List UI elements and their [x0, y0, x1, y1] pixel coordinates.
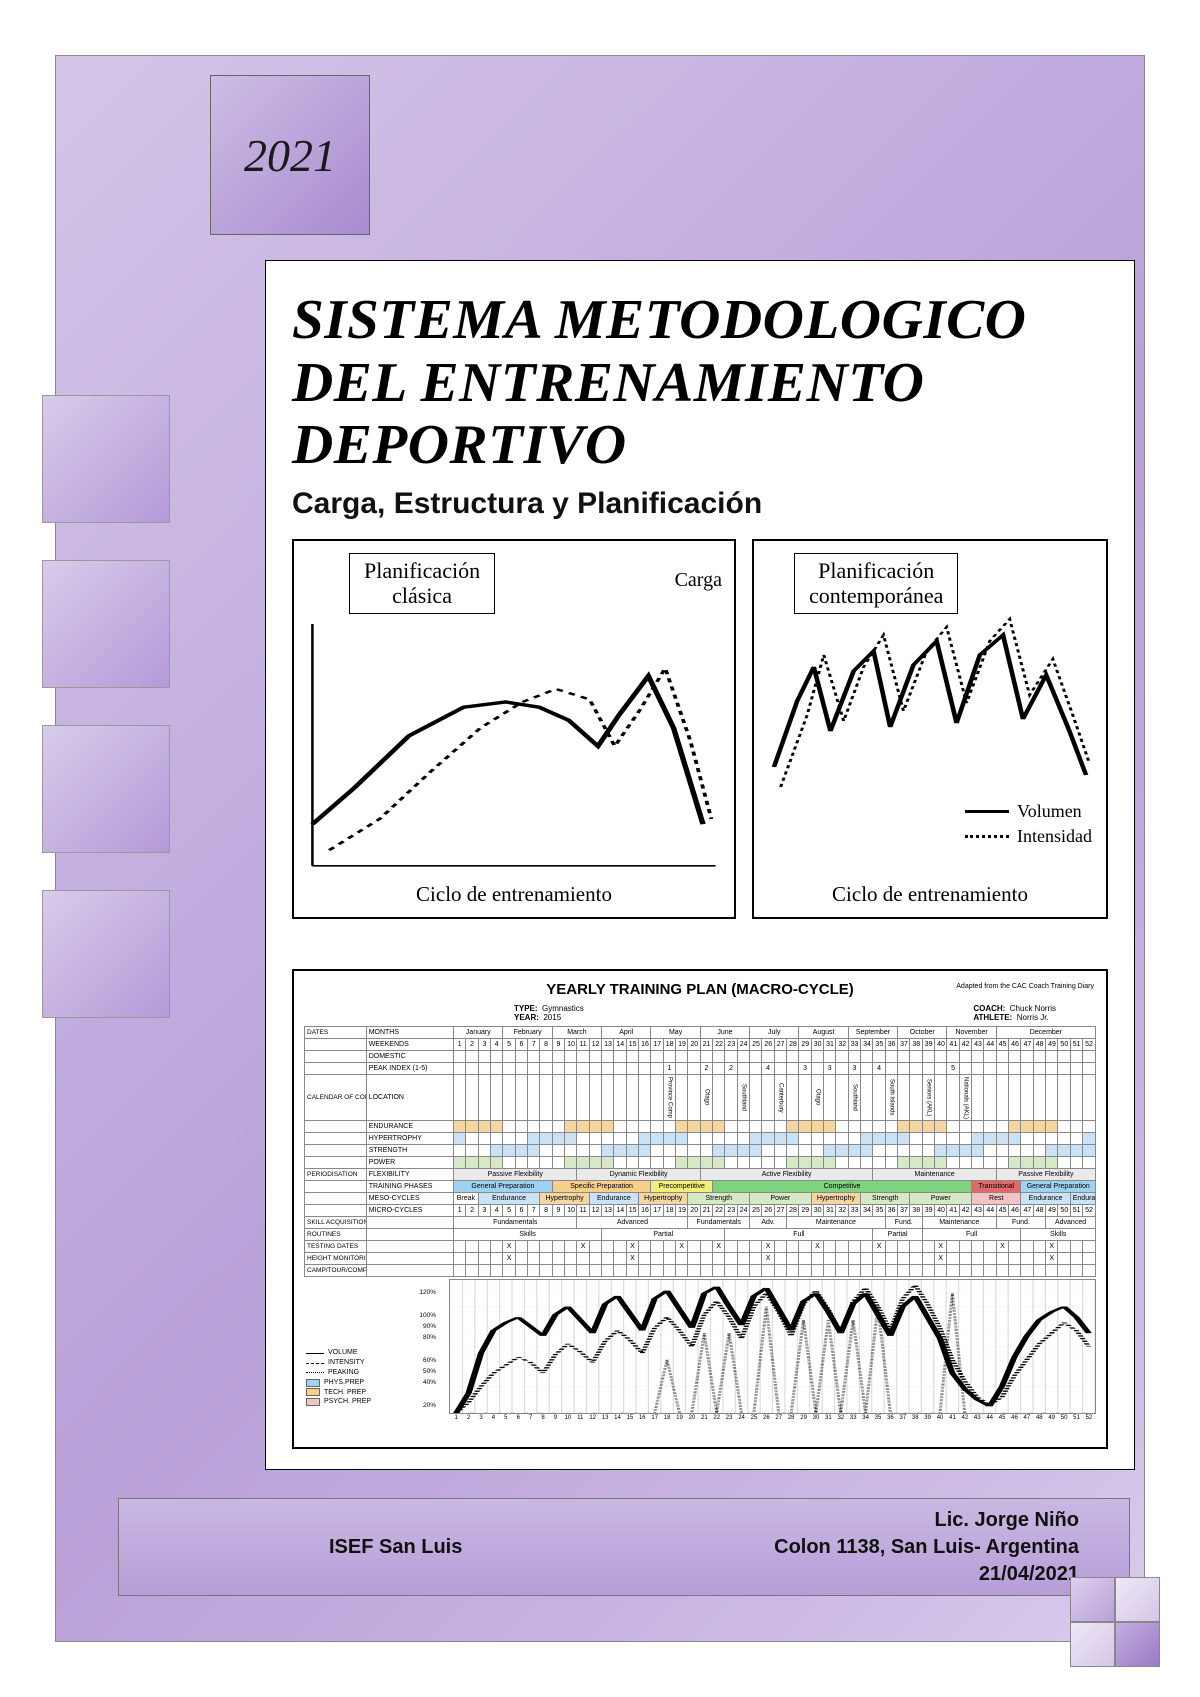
title-line: SISTEMA METODOLOGICO — [292, 289, 1124, 352]
macrocycle-note: Adapted from the CAC Coach Training Diar… — [956, 983, 1094, 990]
title-line: DEPORTIVO — [292, 414, 1124, 477]
legend-solid-icon — [965, 810, 1009, 813]
year-label: 2021 — [244, 129, 336, 182]
chart-contemporary-svg — [764, 611, 1096, 811]
title-line: DEL ENTRENAMIENTO — [292, 352, 1124, 415]
macrocycle-table: DATESMONTHSJanuaryFebruaryMarchAprilMayJ… — [304, 1026, 1096, 1277]
footer-left: ISEF San Luis — [329, 1536, 462, 1559]
chart-legend: Volumen Intensidad — [965, 797, 1092, 847]
macrocycle-bottom-chart: 1234567891011121314151617181920212223242… — [449, 1279, 1096, 1414]
logo-square — [1070, 1577, 1115, 1622]
macrocycle-panel: YEARLY TRAINING PLAN (MACRO-CYCLE) Adapt… — [292, 969, 1108, 1449]
deco-square — [42, 725, 170, 853]
chart-classical-svg — [304, 611, 724, 871]
chart-classical: Planificación clásica Carga Ciclo de ent… — [292, 539, 736, 919]
chart-contemporary: Planificación contemporánea Volumen Inte… — [752, 539, 1108, 919]
content-panel: SISTEMA METODOLOGICO DEL ENTRENAMIENTO D… — [265, 260, 1135, 1470]
x-axis-label: Ciclo de entrenamiento — [754, 882, 1106, 907]
chart-header: Planificación contemporánea — [794, 553, 958, 614]
footer-bar: ISEF San Luis Lic. Jorge Niño Colon 1138… — [118, 1498, 1130, 1596]
logo-square — [1115, 1577, 1160, 1622]
legend-dotted-icon — [965, 835, 1009, 838]
document-subtitle: Carga, Estructura y Planificación — [292, 487, 1108, 521]
deco-square — [42, 560, 170, 688]
macrocycle-meta: TYPE: GymnasticsYEAR: 2015 COACH: Chuck … — [514, 1004, 1056, 1022]
deco-square — [42, 395, 170, 523]
corner-logo — [1070, 1577, 1160, 1667]
deco-square — [42, 890, 170, 1018]
chart-header: Planificación clásica — [349, 553, 495, 614]
top-charts-row: Planificación clásica Carga Ciclo de ent… — [292, 539, 1108, 919]
footer-right: Lic. Jorge Niño Colon 1138, San Luis- Ar… — [774, 1507, 1079, 1588]
logo-square — [1070, 1622, 1115, 1667]
macrocycle-bottom-legend: VOLUME INTENSITY PEAKING PHYS.PREP TECH.… — [306, 1348, 371, 1407]
logo-square — [1115, 1622, 1160, 1667]
x-axis-label: Ciclo de entrenamiento — [294, 882, 734, 907]
year-badge: 2021 — [210, 75, 370, 235]
carga-label: Carga — [675, 569, 722, 592]
document-title: SISTEMA METODOLOGICO DEL ENTRENAMIENTO D… — [292, 289, 1124, 477]
